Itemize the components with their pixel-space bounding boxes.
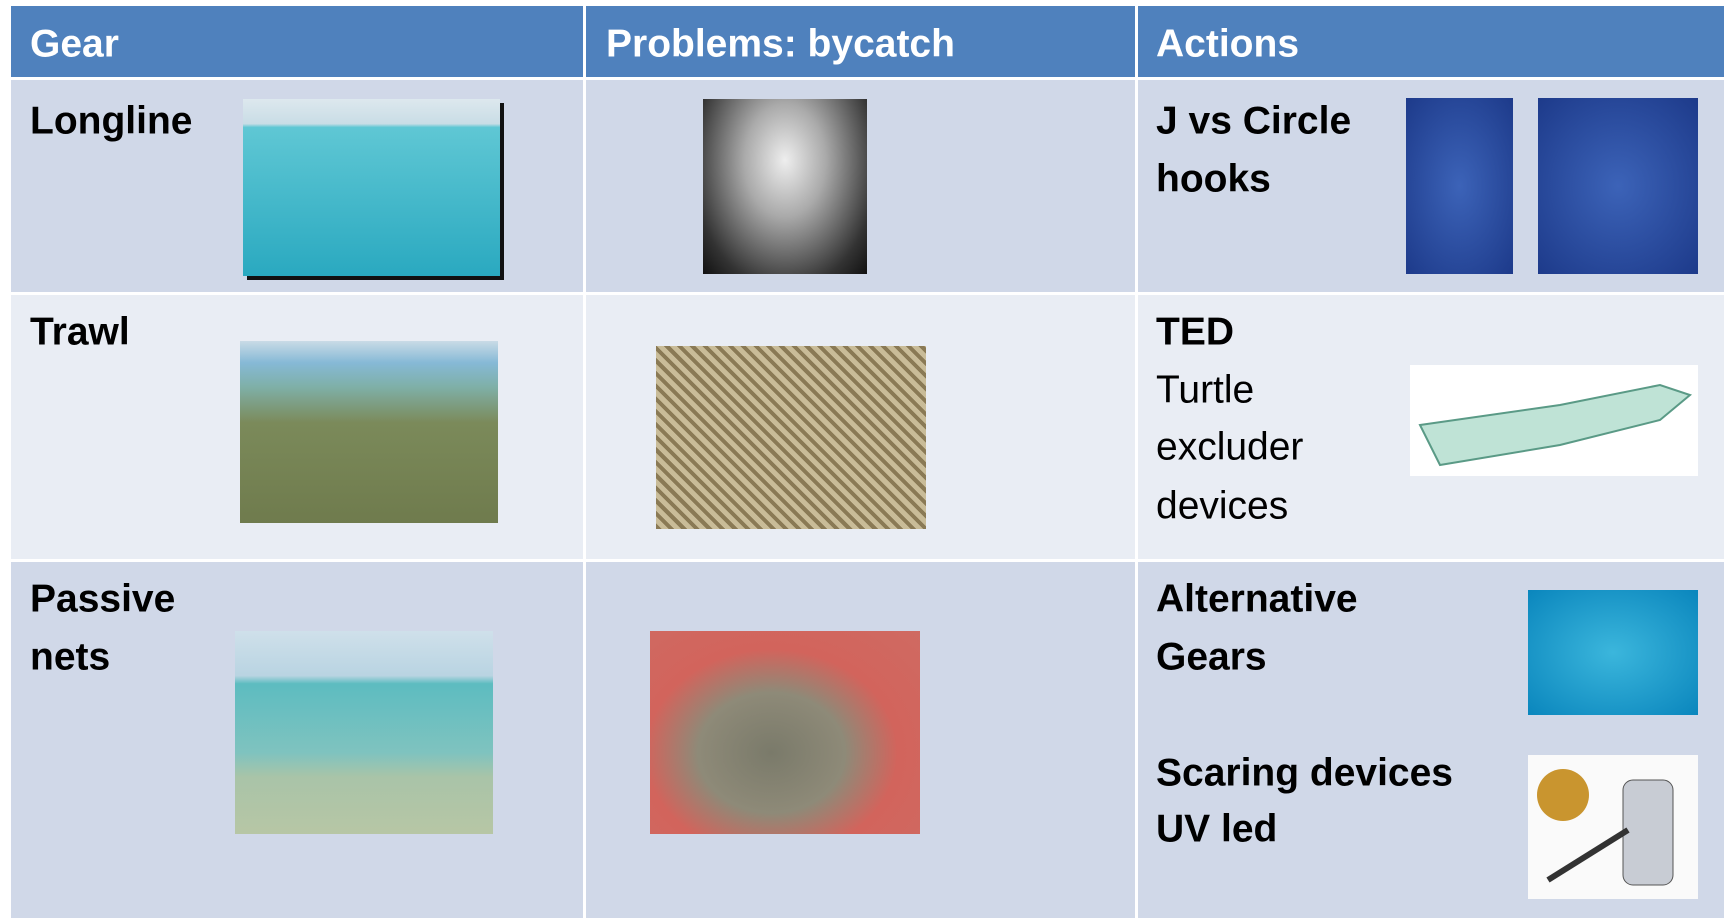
ted-drawing	[1418, 383, 1693, 467]
trawl-image	[240, 341, 498, 523]
ted-image	[1410, 365, 1698, 476]
action-label: Alternative	[1156, 577, 1358, 621]
action-label: devices	[1156, 484, 1289, 528]
circle-hook-image	[1538, 98, 1698, 274]
longline-image	[243, 99, 500, 276]
header-text: Gear	[30, 22, 119, 66]
uv-led-drawing	[1537, 769, 1674, 886]
action-title: TED	[1156, 310, 1234, 354]
gear-label: Longline	[30, 99, 193, 143]
header-text: Problems: bycatch	[606, 22, 955, 66]
action-label: Gears	[1156, 635, 1267, 679]
action-label: hooks	[1156, 157, 1271, 201]
turtles-image	[650, 631, 920, 834]
action-label: Turtle	[1156, 368, 1255, 412]
header-cell	[586, 6, 1135, 77]
xray-image	[703, 99, 867, 274]
gear-label: nets	[30, 635, 111, 679]
header-text: Actions	[1156, 22, 1300, 66]
action-label: Scaring devices	[1156, 751, 1453, 795]
alternative-gear-image	[1528, 590, 1698, 715]
gear-label: Trawl	[30, 310, 130, 354]
action-label: excluder	[1156, 425, 1304, 469]
header-cell	[11, 6, 583, 77]
gear-label: Passive	[30, 577, 176, 621]
action-label: J vs Circle	[1156, 99, 1352, 143]
j-hook-image	[1406, 98, 1513, 274]
uv-led-image	[1528, 755, 1698, 899]
action-label: UV led	[1156, 807, 1278, 851]
net-turtle-image	[656, 346, 926, 529]
passive-net-image	[235, 631, 493, 834]
header-cell	[1138, 6, 1724, 77]
